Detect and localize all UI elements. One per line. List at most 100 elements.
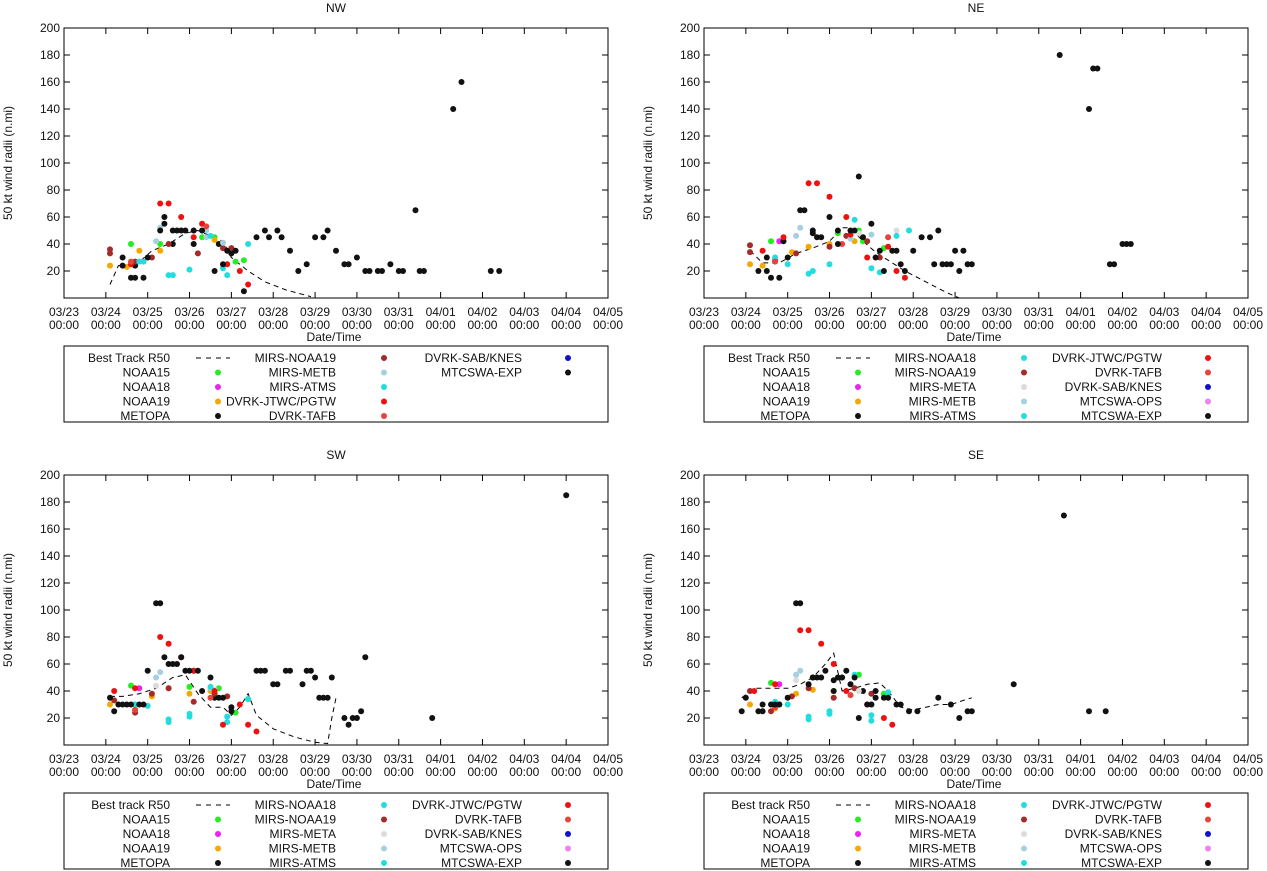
data-point	[266, 234, 272, 241]
legend-point-swatch	[1021, 369, 1027, 376]
data-point	[872, 688, 879, 694]
legend-point-swatch	[1205, 802, 1211, 808]
legend-label: MIRS-METB	[909, 842, 976, 856]
data-point	[320, 234, 327, 241]
data-point	[224, 272, 231, 279]
data-point	[220, 239, 226, 246]
x-tick-label: 00:00	[898, 765, 928, 779]
x-tick-label: 00:00	[384, 318, 414, 332]
legend-label: MTCSWA-OPS	[440, 842, 522, 856]
series-noaa18	[136, 685, 143, 692]
legend-label: NOAA19	[763, 842, 811, 856]
data-point	[136, 685, 143, 692]
data-point	[847, 681, 854, 688]
legend-label: METOPA	[120, 409, 170, 423]
data-point	[324, 227, 331, 234]
legend-point-swatch	[855, 369, 861, 376]
data-point	[157, 247, 164, 254]
x-tick-label: 03/25	[773, 305, 803, 319]
data-point	[805, 180, 812, 187]
data-point	[772, 681, 779, 688]
legend-label: DVRK-TAFB	[455, 813, 522, 827]
legend-label: METOPA	[120, 856, 170, 870]
legend-point-swatch	[855, 860, 861, 866]
x-tick-label: 03/24	[91, 752, 121, 766]
series-dvrk-jtwc-pgtw	[128, 200, 252, 288]
legend-point-swatch	[215, 860, 221, 866]
x-tick-label: 00:00	[49, 318, 79, 332]
data-point	[947, 261, 954, 268]
y-tick-label: 160	[40, 75, 60, 89]
data-point	[956, 268, 963, 274]
x-axis-label: Date/Time	[307, 330, 362, 344]
x-tick-label: 04/01	[1066, 305, 1096, 319]
data-point	[153, 674, 160, 681]
legend-label: MTCSWA-OPS	[1080, 395, 1162, 409]
data-point	[362, 654, 369, 661]
data-point	[169, 241, 176, 247]
data-point	[809, 674, 816, 681]
y-tick-label: 60	[687, 210, 701, 224]
data-point	[157, 669, 164, 676]
legend-point-swatch	[1021, 413, 1027, 419]
y-tick-label: 200	[680, 21, 700, 35]
x-tick-label: 03/31	[384, 752, 414, 766]
data-point	[864, 238, 871, 245]
data-point	[228, 704, 235, 711]
legend-label: Best Track R50	[728, 351, 810, 365]
data-point	[190, 227, 197, 234]
series-mirs-noaa19	[747, 232, 883, 264]
data-point	[1010, 681, 1017, 688]
data-point	[341, 261, 348, 268]
data-point	[345, 721, 352, 728]
y-tick-label: 200	[40, 468, 60, 482]
x-tick-label: 00:00	[1024, 765, 1054, 779]
data-point	[893, 247, 900, 254]
data-point	[341, 715, 348, 721]
legend-point-swatch	[1205, 369, 1211, 376]
x-tick-label: 00:00	[815, 765, 845, 779]
x-tick-label: 00:00	[940, 318, 970, 332]
legend-label: DVRK-TAFB	[1095, 366, 1162, 380]
data-point	[793, 677, 800, 684]
legend-label: DVRK-JTWC/PGTW	[226, 395, 337, 409]
data-point	[299, 681, 306, 688]
y-axis-label: 50 kt wind radii (n.mi)	[1, 553, 15, 667]
data-point	[132, 706, 139, 713]
data-point	[851, 674, 858, 681]
x-tick-label: 04/05	[593, 305, 623, 319]
data-point	[165, 661, 172, 667]
data-point	[136, 701, 143, 708]
data-point	[374, 268, 381, 274]
data-point	[128, 241, 134, 247]
x-axis-label: Date/Time	[947, 777, 1002, 791]
x-tick-label: 00:00	[91, 318, 121, 332]
data-point	[759, 262, 766, 269]
data-point	[1111, 261, 1118, 268]
data-point	[797, 224, 804, 231]
data-point	[797, 627, 804, 634]
series-mirs-atms	[772, 216, 912, 277]
legend-point-swatch	[1021, 816, 1027, 823]
data-point	[855, 715, 862, 721]
legend-box	[703, 345, 1249, 423]
x-tick-label: 03/27	[216, 752, 246, 766]
data-point	[826, 193, 833, 200]
data-point	[1090, 65, 1097, 72]
data-point	[190, 241, 197, 247]
legend-label: DVRK-JTWC/PGTW	[1052, 351, 1163, 365]
data-point	[345, 261, 352, 268]
data-point	[207, 683, 214, 690]
data-point	[165, 685, 172, 692]
data-point	[236, 701, 243, 708]
chart-title: NW	[326, 1, 347, 15]
data-point	[759, 701, 766, 708]
legend-point-swatch	[855, 845, 861, 852]
data-point	[174, 227, 180, 234]
x-tick-label: 00:00	[1191, 765, 1221, 779]
data-point	[956, 715, 963, 721]
data-point	[165, 272, 172, 279]
legend-label: METOPA	[760, 409, 810, 423]
x-tick-label: 03/28	[258, 305, 288, 319]
legend-point-swatch	[1021, 845, 1027, 852]
